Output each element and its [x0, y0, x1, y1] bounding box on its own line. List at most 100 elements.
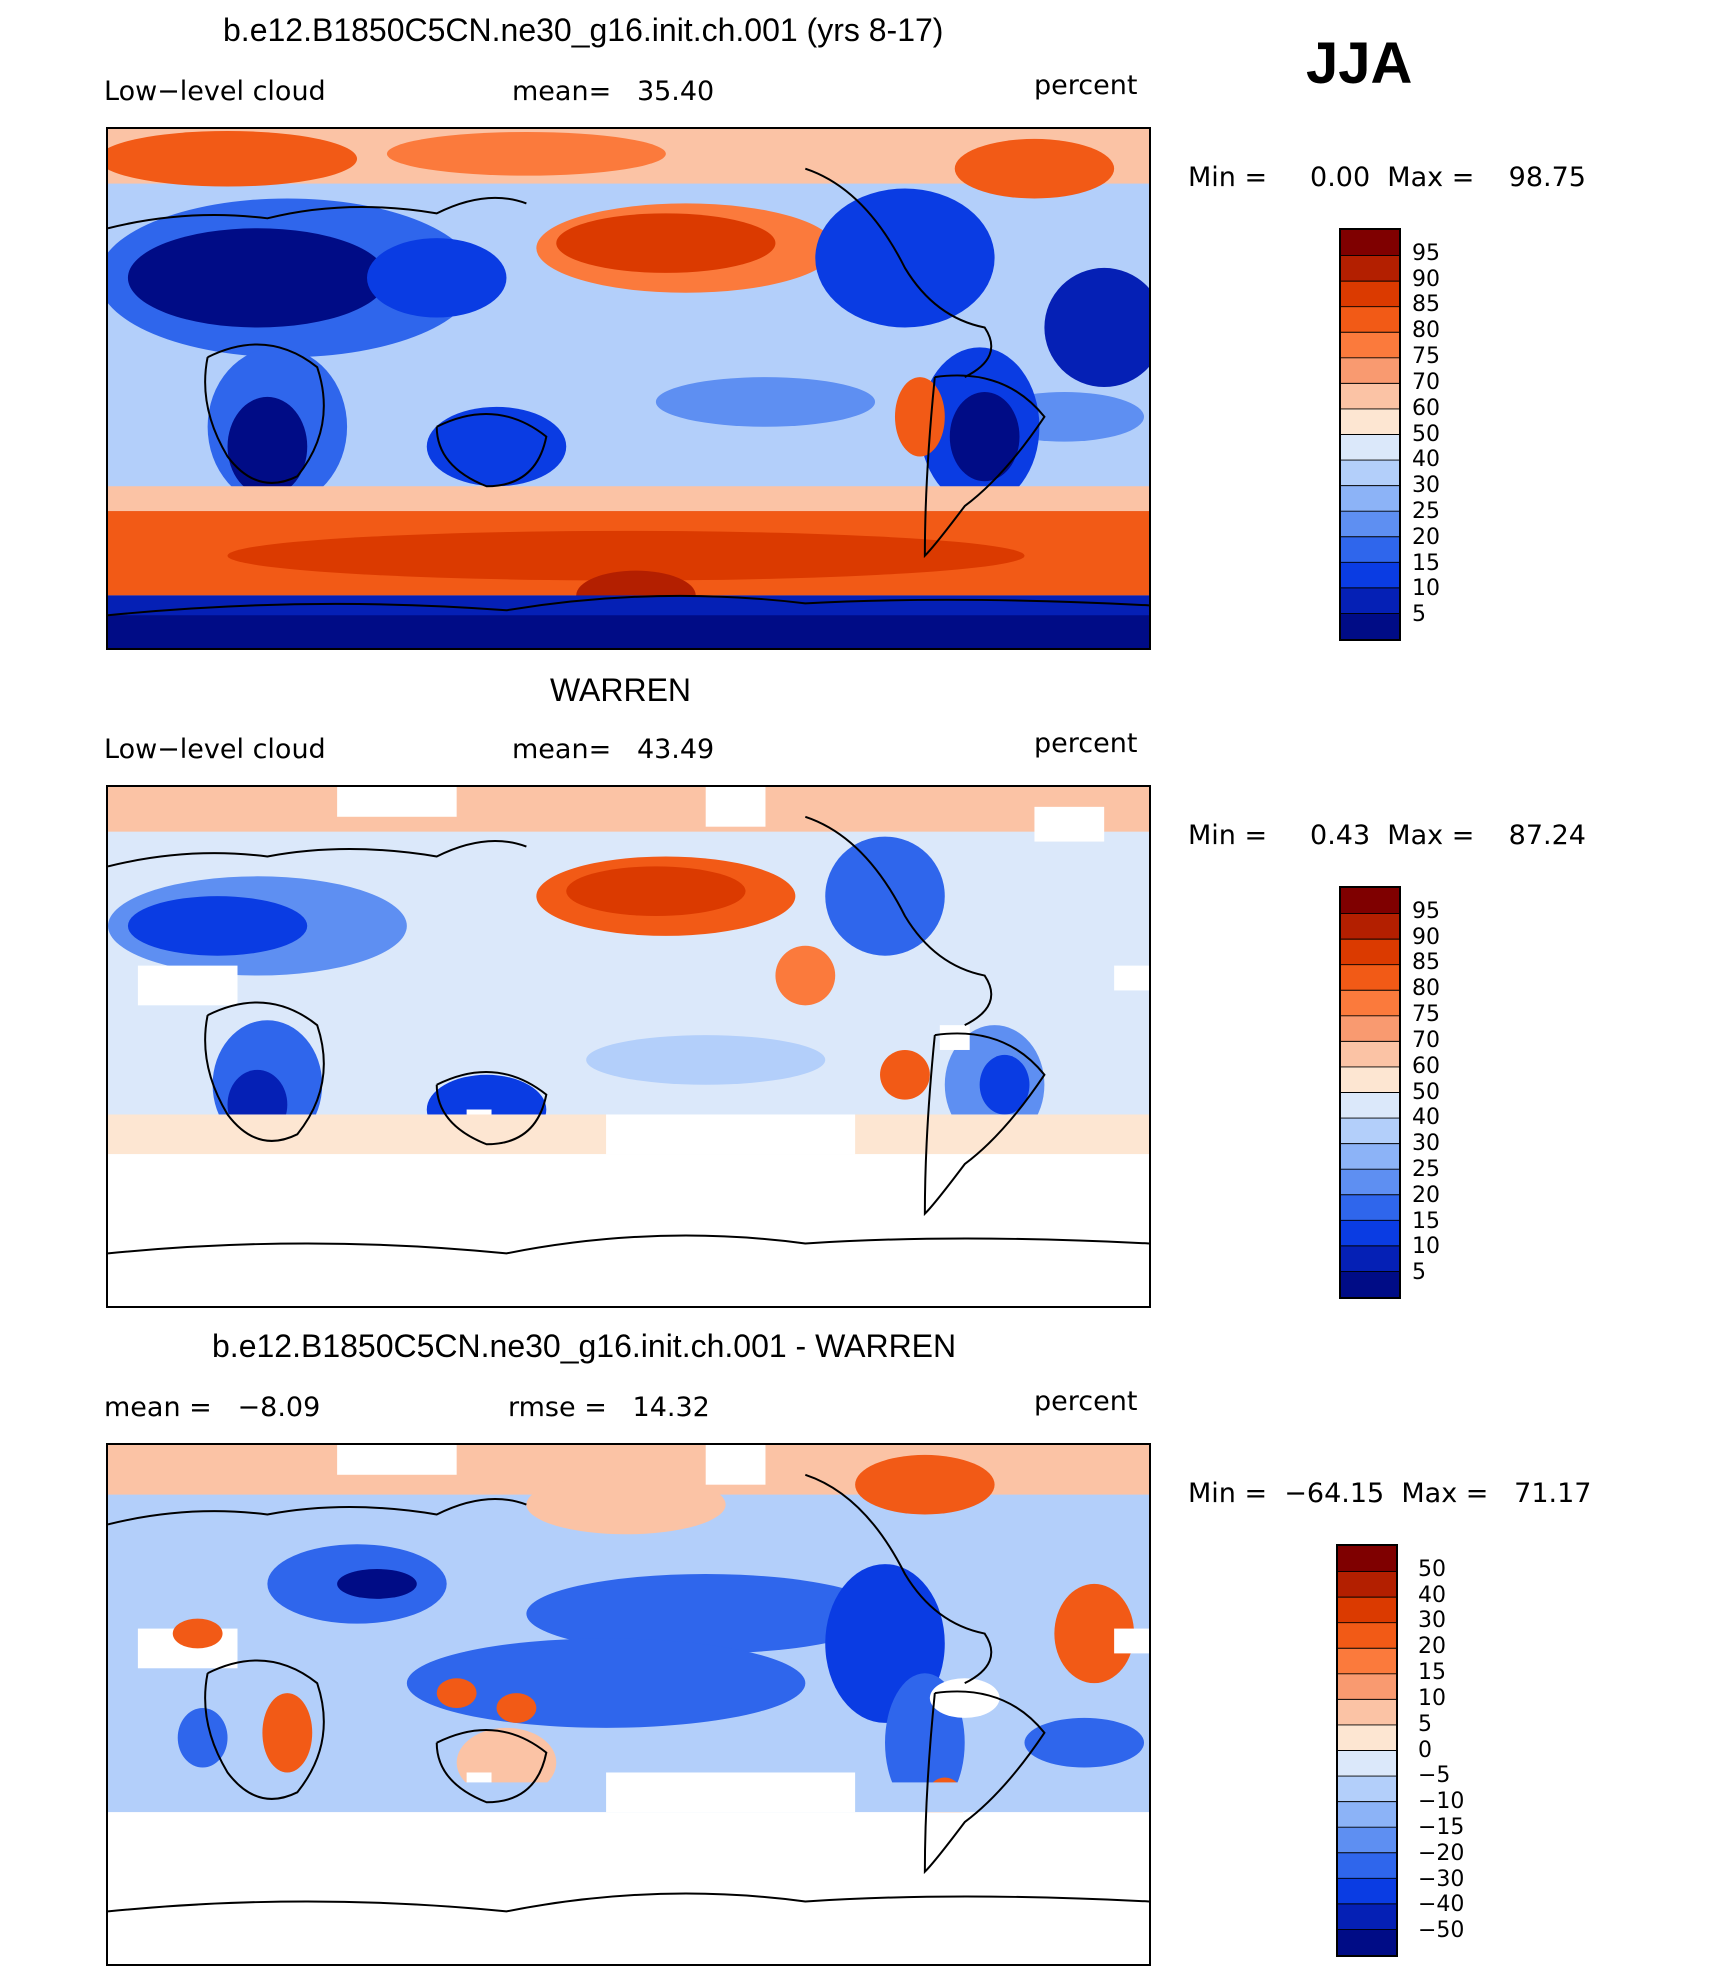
panel-1-map [106, 127, 1151, 650]
colorbar-tick-label: 20 [1412, 1182, 1440, 1208]
colorbar-swatch [1338, 1801, 1396, 1828]
colorbar-tick-label: 85 [1412, 950, 1440, 976]
colorbar-tick-label: −20 [1418, 1840, 1465, 1866]
colorbar-swatch [1338, 1699, 1396, 1726]
map-3-svg [108, 1445, 1149, 1964]
colorbar-swatch [1338, 1597, 1396, 1624]
colorbar-swatch [1341, 332, 1399, 359]
colorbar-tick-label: 15 [1412, 550, 1440, 576]
colorbar-swatch [1341, 408, 1399, 435]
colorbar-swatch [1338, 1724, 1396, 1751]
colorbar-tick-label: 95 [1412, 240, 1440, 266]
colorbar-tick-label: −40 [1418, 1892, 1465, 1918]
colorbar-swatch [1341, 939, 1399, 966]
colorbar-tick-label: 15 [1412, 1208, 1440, 1234]
panel-3-title: b.e12.B1850C5CN.ne30_g16.init.ch.001 - W… [212, 1328, 957, 1364]
colorbar-swatch [1341, 1092, 1399, 1119]
colorbar-tick-label: 30 [1418, 1608, 1446, 1634]
colorbar-swatch [1338, 1673, 1396, 1700]
colorbar-tick-label: 70 [1412, 369, 1440, 395]
colorbar-tick-label: −50 [1418, 1918, 1465, 1944]
panel-1-minmax: Min = 0.00 Max = 98.75 [1188, 162, 1586, 193]
panel-1-units-label: percent [1034, 70, 1138, 101]
colorbar-swatch [1341, 587, 1399, 614]
colorbar-tick-label: 20 [1418, 1634, 1446, 1660]
colorbar-swatch [1341, 255, 1399, 282]
panel-3-rmse-label: rmse = 14.32 [508, 1392, 710, 1423]
colorbar-swatch [1341, 460, 1399, 487]
colorbar-tick-label: 60 [1412, 395, 1440, 421]
panel-2-minmax: Min = 0.43 Max = 87.24 [1188, 820, 1586, 851]
colorbar-swatch [1341, 613, 1399, 639]
colorbar-swatch [1338, 1903, 1396, 1930]
colorbar-tick-label: 5 [1412, 1260, 1426, 1286]
panel-3-mean-label: mean = −8.09 [104, 1392, 321, 1423]
colorbar-swatch [1341, 434, 1399, 461]
colorbar-tick-label: 50 [1412, 421, 1440, 447]
colorbar-swatch [1341, 1118, 1399, 1145]
colorbar-tick-label: 40 [1412, 447, 1440, 473]
panel-2-title: WARREN [550, 672, 692, 708]
colorbar-tick-label: 10 [1412, 576, 1440, 602]
colorbar-swatch [1341, 1041, 1399, 1068]
colorbar-tick-label: 40 [1418, 1582, 1446, 1608]
colorbar-tick-label: 20 [1412, 524, 1440, 550]
colorbar-tick-label: 10 [1418, 1685, 1446, 1711]
colorbar-swatch [1341, 230, 1399, 257]
colorbar-swatch [1338, 1827, 1396, 1854]
colorbar-swatch [1341, 1194, 1399, 1221]
season-label: JJA [1306, 31, 1413, 96]
colorbar-swatch [1341, 1245, 1399, 1272]
colorbar-swatch [1338, 1852, 1396, 1879]
colorbar-swatch [1341, 1015, 1399, 1042]
colorbar-swatch [1341, 357, 1399, 384]
colorbar-swatch [1338, 1929, 1396, 1955]
colorbar-swatch [1341, 964, 1399, 991]
colorbar-tick-label: 60 [1412, 1053, 1440, 1079]
panel-2-units-label: percent [1034, 728, 1138, 759]
map-2-svg [108, 787, 1149, 1306]
panel-1-colorbar-ticks: 95 90 85 80 75 70 60 50 40 30 25 20 15 10 5 [1412, 228, 1492, 641]
colorbar-swatch [1341, 536, 1399, 563]
colorbar-tick-label: 50 [1418, 1556, 1446, 1582]
colorbar-tick-label: 70 [1412, 1027, 1440, 1053]
colorbar-swatch [1341, 383, 1399, 410]
colorbar-tick-label: −5 [1418, 1763, 1451, 1789]
colorbar-tick-label: 5 [1418, 1711, 1432, 1737]
panel-1-colorbar [1339, 228, 1401, 641]
colorbar-tick-label: 25 [1412, 498, 1440, 524]
colorbar-swatch [1338, 1648, 1396, 1675]
colorbar-swatch [1341, 913, 1399, 940]
colorbar-swatch [1341, 485, 1399, 512]
colorbar-swatch [1338, 1878, 1396, 1905]
colorbar-tick-label: 80 [1412, 976, 1440, 1002]
colorbar-swatch [1341, 562, 1399, 589]
colorbar-swatch [1341, 1169, 1399, 1196]
colorbar-tick-label: 95 [1412, 898, 1440, 924]
colorbar-tick-label: 10 [1412, 1234, 1440, 1260]
colorbar-swatch [1338, 1776, 1396, 1803]
panel-3-units-label: percent [1034, 1386, 1138, 1417]
colorbar-swatch [1338, 1571, 1396, 1598]
colorbar-tick-label: 85 [1412, 292, 1440, 318]
colorbar-swatch [1338, 1622, 1396, 1649]
panel-3-minmax: Min = −64.15 Max = 71.17 [1188, 1478, 1592, 1509]
colorbar-tick-label: 30 [1412, 1131, 1440, 1157]
colorbar-tick-label: 25 [1412, 1156, 1440, 1182]
colorbar-tick-label: −10 [1418, 1789, 1465, 1815]
panel-3-map [106, 1443, 1151, 1966]
colorbar-tick-label: 75 [1412, 1002, 1440, 1028]
map-1-svg [108, 129, 1149, 648]
colorbar-tick-label: 50 [1412, 1079, 1440, 1105]
colorbar-tick-label: 40 [1412, 1105, 1440, 1131]
panel-2-map [106, 785, 1151, 1308]
panel-3-colorbar-ticks: 50 40 30 20 15 10 5 0 −5 −10 −15 −20 −30 −40 −50 [1412, 1544, 1492, 1957]
colorbar-swatch [1338, 1750, 1396, 1777]
colorbar-swatch [1341, 511, 1399, 538]
colorbar-tick-label: 30 [1412, 473, 1440, 499]
colorbar-swatch [1341, 888, 1399, 915]
panel-1-left-label: Low−level cloud [104, 76, 326, 107]
colorbar-tick-label: 90 [1412, 924, 1440, 950]
colorbar-swatch [1341, 1271, 1399, 1297]
panel-3-colorbar [1336, 1544, 1398, 1957]
